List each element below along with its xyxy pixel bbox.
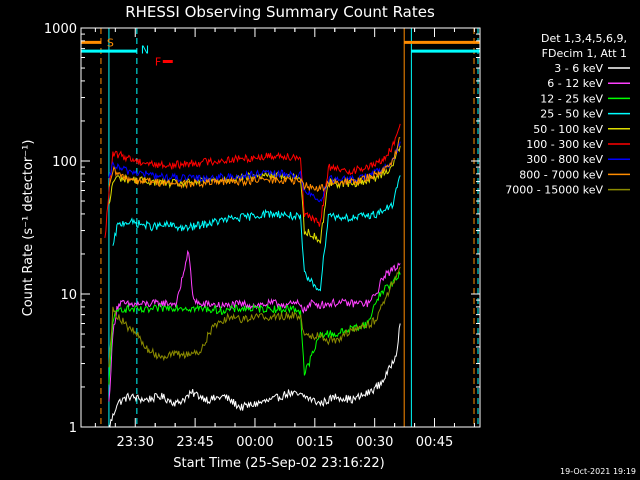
y-tick-label: 1 [69, 421, 77, 436]
chart-title: RHESSI Observing Summary Count Rates [125, 3, 435, 21]
x-tick-label: 23:45 [176, 435, 213, 450]
series-group [104, 123, 401, 429]
legend-label: 100 - 300 keV [526, 138, 603, 151]
legend: Det 1,3,4,5,6,9, FDecim 1, Att 1 3 - 6 keV… [505, 32, 630, 197]
x-tick-label: 00:45 [416, 435, 453, 450]
axes-group: 1 10 100 1000 23:30 23:45 00:00 00:15 00:30 00:45 [44, 22, 480, 450]
y-tick-label: 10 [60, 288, 77, 303]
flag-label: F [155, 55, 161, 68]
y-axis-label: Count Rate (s⁻¹ detector⁻¹) [21, 140, 36, 317]
legend-label: 7000 - 15000 keV [505, 184, 603, 197]
x-axis-label: Start Time (25-Sep-02 23:16:22) [173, 456, 384, 471]
series-line [112, 175, 401, 292]
footer-timestamp: 19-Oct-2021 19:19 [560, 467, 636, 476]
x-tick-label: 00:15 [296, 435, 333, 450]
series-line [108, 323, 401, 429]
legend-label: 6 - 12 keV [547, 77, 603, 90]
y-tick-label: 100 [52, 155, 77, 170]
flag-label: N [141, 43, 149, 56]
flag-label: S [107, 36, 114, 49]
x-tick-label: 00:00 [236, 435, 273, 450]
legend-label: 300 - 800 keV [526, 153, 603, 166]
series-line [108, 271, 401, 385]
plot-frame [80, 27, 481, 428]
legend-label: 800 - 7000 keV [519, 168, 603, 181]
flags-group: S NF [81, 36, 480, 68]
legend-label: 3 - 6 keV [554, 62, 603, 75]
legend-label: 25 - 50 keV [540, 108, 603, 121]
legend-label: 12 - 25 keV [540, 92, 603, 105]
series-line [108, 137, 401, 193]
legend-label: 50 - 100 keV [533, 123, 603, 136]
legend-header: FDecim 1, Att 1 [542, 47, 627, 60]
x-tick-label: 00:30 [356, 435, 393, 450]
legend-header: Det 1,3,4,5,6,9, [541, 32, 627, 45]
x-tick-label: 23:30 [117, 435, 154, 450]
series-line [108, 141, 401, 203]
y-tick-label: 1000 [44, 22, 77, 37]
series-line [108, 266, 401, 368]
series-line [104, 123, 401, 238]
